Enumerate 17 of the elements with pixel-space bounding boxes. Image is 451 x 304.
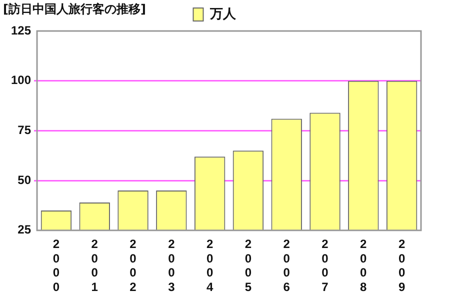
y-tick-label: 125	[10, 23, 32, 38]
x-tick-label: 2004	[206, 236, 214, 294]
x-tick-label: 2002	[130, 236, 137, 294]
y-tick-label: 100	[10, 73, 32, 88]
x-tick-label: 2007	[322, 236, 329, 294]
legend-label: 万人	[208, 6, 237, 22]
x-tick-label: 2008	[360, 236, 368, 294]
x-tick-label: 2000	[52, 236, 60, 294]
x-tick-label: 2001	[91, 236, 98, 294]
y-tick-label: 75	[18, 123, 32, 138]
x-tick-label: 2005	[244, 236, 252, 294]
y-tick-label: 50	[18, 172, 32, 187]
x-tick-label: 2006	[283, 236, 290, 294]
x-tick-label: 2003	[168, 236, 176, 294]
x-tick-label: 2009	[398, 236, 406, 294]
chart-title: [訪日中国人旅行客の推移]	[3, 1, 146, 18]
y-tick-label: 25	[18, 222, 32, 237]
